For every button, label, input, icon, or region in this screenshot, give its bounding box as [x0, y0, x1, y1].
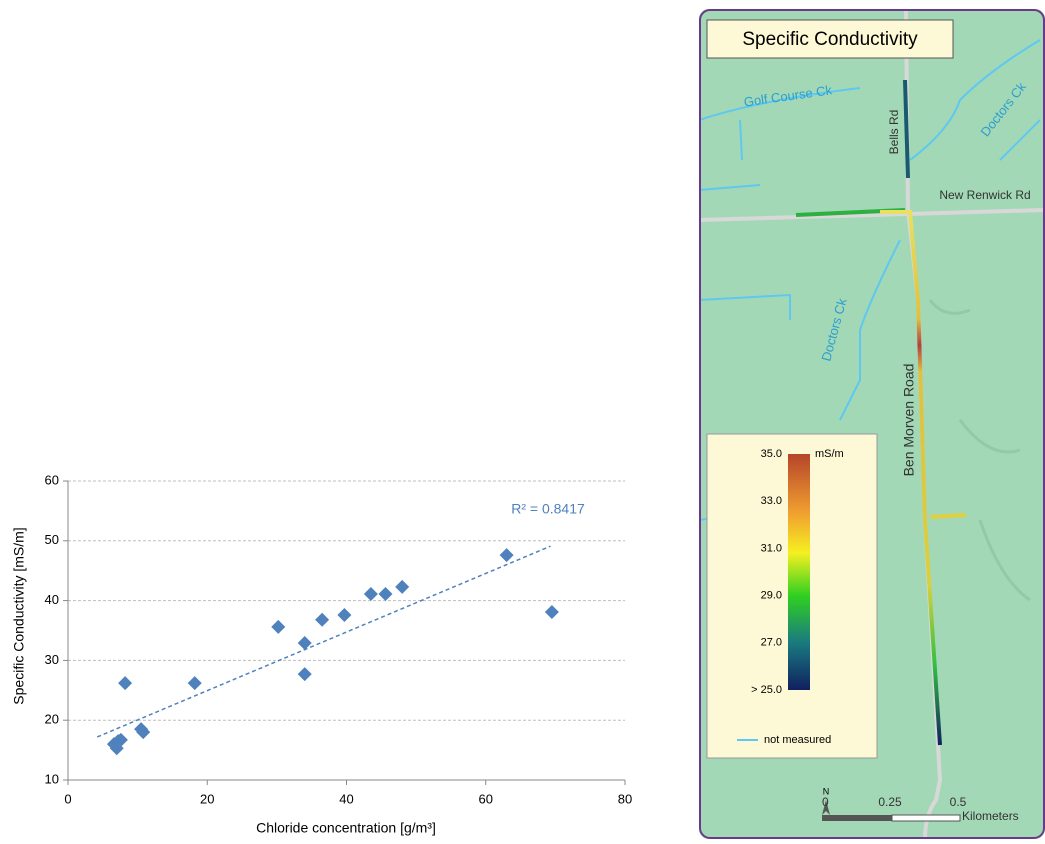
x-tick-label: 80 — [618, 791, 632, 806]
x-tick-label: 0 — [64, 791, 71, 806]
measured-road — [930, 515, 966, 517]
road-label: New Renwick Rd — [939, 188, 1030, 202]
trendline — [97, 546, 550, 737]
x-axis-label: Chloride concentration [g/m³] — [256, 820, 436, 836]
scale-unit: Kilometers — [962, 809, 1019, 823]
r-squared: R² = 0.8417 — [511, 501, 585, 517]
page: Specific Conductivity [mS/m] Chloride co… — [0, 0, 1045, 839]
legend-tick-label: 33.0 — [761, 495, 782, 507]
road-label: Ben Morven Road — [901, 364, 917, 477]
legend-tick-label: 29.0 — [761, 590, 782, 602]
scale-bar — [822, 815, 892, 821]
point — [500, 548, 514, 562]
legend-label: not measured — [764, 734, 831, 746]
road-label: Bells Rd — [887, 110, 901, 155]
point — [298, 667, 312, 681]
x-tick-label: 60 — [479, 791, 493, 806]
legend-tick-label: 35.0 — [761, 448, 782, 460]
point — [271, 620, 285, 634]
legend-tick-label: 27.0 — [761, 637, 782, 649]
y-tick-label: 60 — [45, 472, 59, 487]
y-tick-label: 40 — [45, 592, 59, 607]
scale-tick-label: 0.5 — [950, 795, 967, 809]
x-tick-label: 40 — [339, 791, 353, 806]
point — [118, 676, 132, 690]
scatter-chart: Specific Conductivity [mS/m] Chloride co… — [11, 472, 633, 835]
legend-tick-label: > 25.0 — [751, 684, 782, 696]
map: Golf Course Ck Doctors Ck Bells Rd New R… — [699, 9, 1045, 839]
x-tick-label: 20 — [200, 791, 214, 806]
map-body: Golf Course Ck Doctors Ck Bells Rd New R… — [699, 9, 1045, 839]
point — [395, 580, 409, 594]
legend-tick-label: 31.0 — [761, 542, 782, 554]
scale-tick-label: 0.25 — [878, 795, 902, 809]
y-tick-label: 50 — [45, 532, 59, 547]
scale-bar — [892, 815, 960, 821]
point — [364, 587, 378, 601]
point — [298, 636, 312, 650]
y-tick-label: 20 — [45, 712, 59, 727]
map-title: Specific Conductivity — [742, 29, 918, 50]
legend-unit: mS/m — [815, 448, 844, 460]
color-bar — [788, 454, 810, 690]
y-tick-label: 30 — [45, 652, 59, 667]
point — [315, 613, 329, 627]
point — [545, 605, 559, 619]
point — [337, 608, 351, 622]
point — [188, 676, 202, 690]
y-tick-label: 10 — [45, 771, 59, 786]
point — [378, 587, 392, 601]
y-axis-label: Specific Conductivity [mS/m] — [11, 527, 27, 704]
scale-tick-label: 0 — [822, 795, 829, 809]
